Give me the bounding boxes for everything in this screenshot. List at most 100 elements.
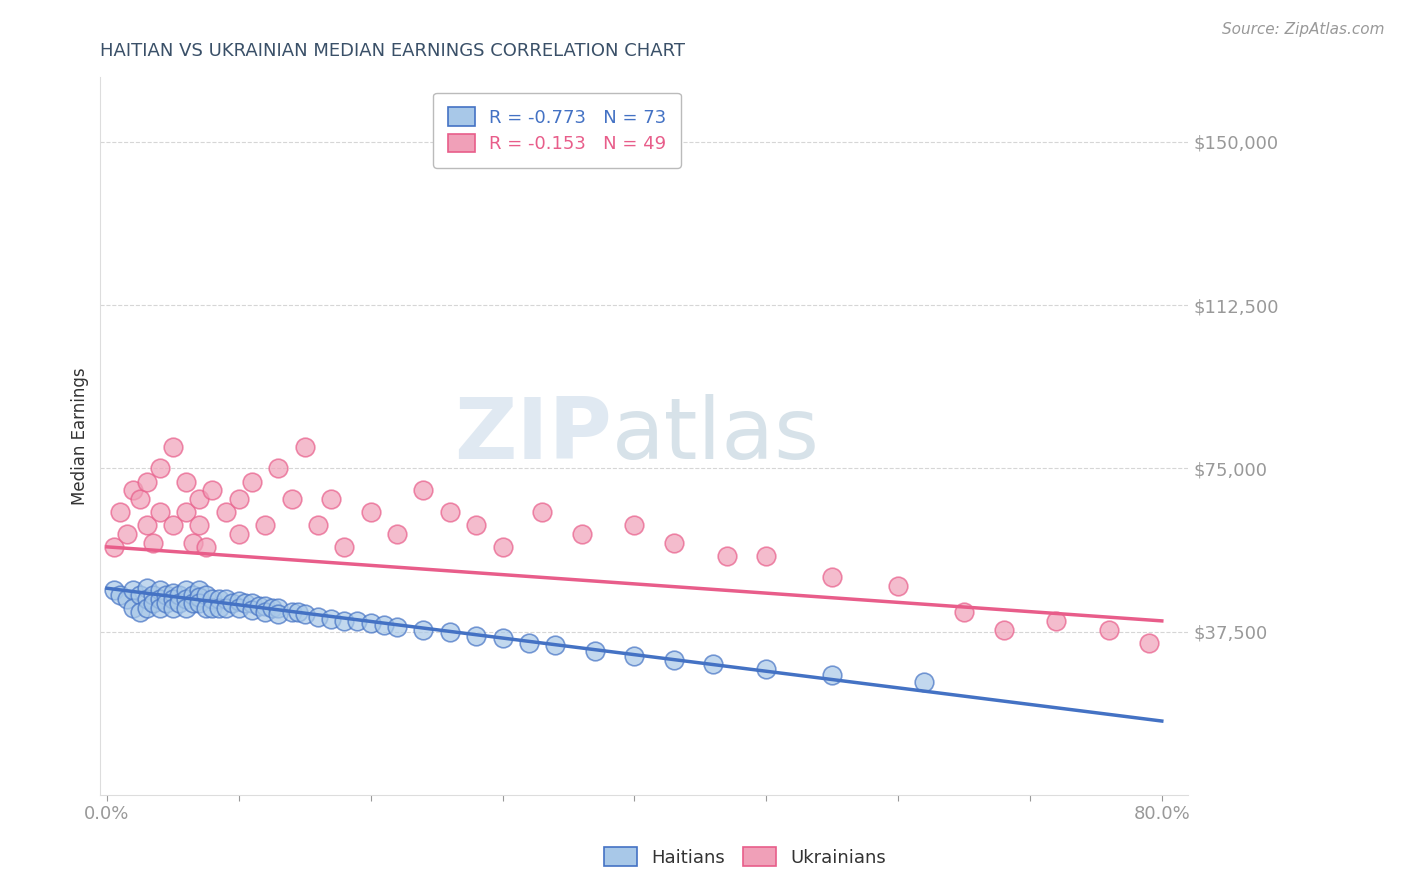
Point xyxy=(122,600,145,615)
Point xyxy=(162,518,184,533)
Point xyxy=(188,518,211,533)
Point xyxy=(149,592,172,607)
Point xyxy=(294,607,316,622)
Point xyxy=(214,592,236,607)
Point xyxy=(333,540,356,554)
Point xyxy=(319,491,342,506)
Text: ZIP: ZIP xyxy=(454,394,612,477)
Point xyxy=(623,518,645,533)
Point xyxy=(135,600,157,615)
Point xyxy=(228,491,250,506)
Point xyxy=(1137,635,1160,649)
Point xyxy=(287,605,309,619)
Point xyxy=(385,526,408,541)
Point xyxy=(208,592,231,607)
Point xyxy=(162,440,184,454)
Legend: R = -0.773   N = 73, R = -0.153   N = 49: R = -0.773 N = 73, R = -0.153 N = 49 xyxy=(433,93,681,168)
Point xyxy=(122,483,145,498)
Point xyxy=(228,600,250,615)
Point xyxy=(254,518,277,533)
Point xyxy=(993,623,1015,637)
Point xyxy=(439,624,461,639)
Point xyxy=(201,600,224,615)
Point xyxy=(142,597,165,611)
Point xyxy=(491,540,513,554)
Point xyxy=(103,540,125,554)
Point xyxy=(412,623,434,637)
Point xyxy=(254,605,277,619)
Point xyxy=(319,612,342,626)
Point xyxy=(333,614,356,628)
Point xyxy=(583,644,606,658)
Point xyxy=(174,583,197,598)
Point xyxy=(1045,614,1067,628)
Point xyxy=(208,600,231,615)
Point xyxy=(373,618,395,632)
Point xyxy=(188,491,211,506)
Point xyxy=(240,475,263,489)
Point xyxy=(122,583,145,598)
Point xyxy=(267,461,290,475)
Text: atlas: atlas xyxy=(612,394,820,477)
Point xyxy=(346,614,368,628)
Point xyxy=(188,590,211,604)
Point xyxy=(155,588,177,602)
Y-axis label: Median Earnings: Median Earnings xyxy=(72,367,89,505)
Point xyxy=(623,648,645,663)
Point xyxy=(280,491,302,506)
Point xyxy=(465,518,488,533)
Point xyxy=(214,505,236,519)
Legend: Haitians, Ukrainians: Haitians, Ukrainians xyxy=(598,840,893,874)
Point xyxy=(135,518,157,533)
Point xyxy=(544,638,567,652)
Point xyxy=(517,635,540,649)
Point xyxy=(531,505,554,519)
Point xyxy=(755,549,778,563)
Point xyxy=(174,600,197,615)
Point xyxy=(267,607,290,622)
Point xyxy=(294,440,316,454)
Point xyxy=(169,588,191,602)
Point xyxy=(162,600,184,615)
Point xyxy=(716,549,738,563)
Point xyxy=(702,657,724,672)
Point xyxy=(169,597,191,611)
Point xyxy=(307,609,329,624)
Point xyxy=(194,588,217,602)
Point xyxy=(221,597,243,611)
Point xyxy=(129,605,152,619)
Point xyxy=(129,588,152,602)
Point xyxy=(953,605,976,619)
Point xyxy=(465,629,488,643)
Point xyxy=(887,579,910,593)
Point xyxy=(412,483,434,498)
Point xyxy=(662,535,685,549)
Point xyxy=(662,653,685,667)
Point xyxy=(571,526,593,541)
Point xyxy=(240,603,263,617)
Point xyxy=(385,620,408,634)
Point xyxy=(247,599,270,613)
Point xyxy=(439,505,461,519)
Point xyxy=(821,570,844,584)
Point xyxy=(307,518,329,533)
Point xyxy=(240,597,263,611)
Point xyxy=(174,475,197,489)
Point xyxy=(103,583,125,598)
Point xyxy=(194,540,217,554)
Text: Source: ZipAtlas.com: Source: ZipAtlas.com xyxy=(1222,22,1385,37)
Point xyxy=(254,599,277,613)
Point xyxy=(194,600,217,615)
Point xyxy=(149,505,172,519)
Point xyxy=(188,583,211,598)
Point xyxy=(181,597,204,611)
Point xyxy=(115,592,138,607)
Point xyxy=(142,588,165,602)
Point xyxy=(188,597,211,611)
Point xyxy=(228,594,250,608)
Point xyxy=(821,668,844,682)
Point xyxy=(280,605,302,619)
Point xyxy=(174,592,197,607)
Point xyxy=(162,585,184,599)
Point xyxy=(360,616,382,631)
